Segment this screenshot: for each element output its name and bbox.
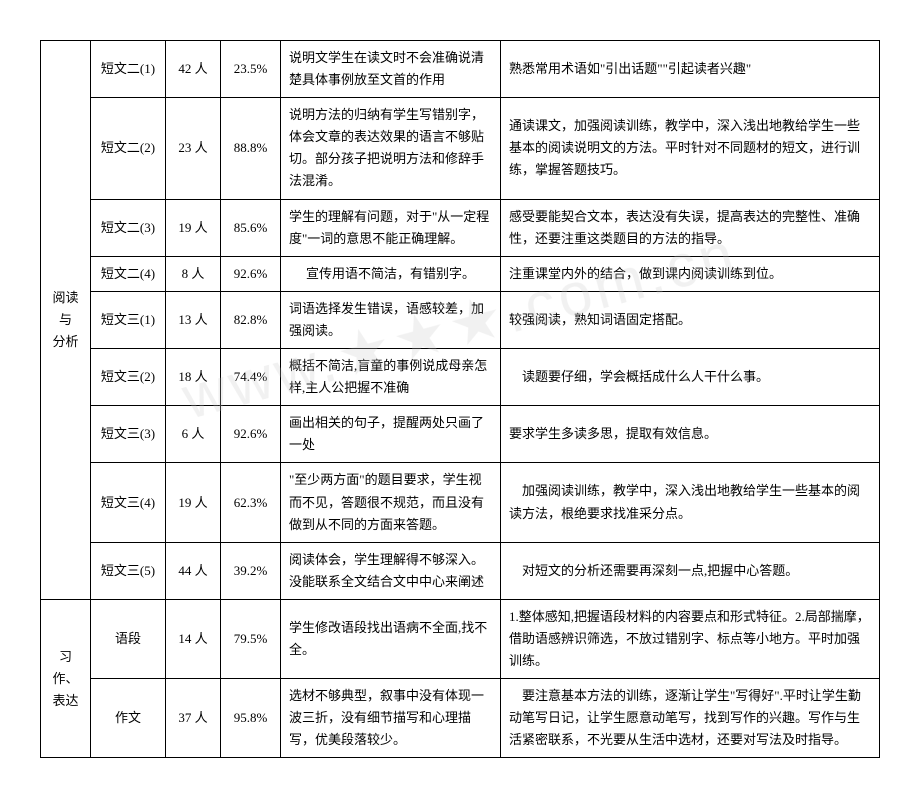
table-row: 短文三(5)44 人39.2%阅读体会，学生理解得不够深入。没能联系全文结合文中… [41, 542, 880, 599]
item-cell: 短文二(4) [91, 256, 166, 291]
desc-cell: 说明方法的归纳有学生写错别字，体会文章的表达效果的语言不够贴切。部分孩子把说明方… [281, 98, 501, 199]
percent-cell: 92.6% [221, 256, 281, 291]
desc-cell: 概括不简洁,盲童的事例说成母亲怎样,主人公把握不准确 [281, 349, 501, 406]
count-cell: 6 人 [166, 406, 221, 463]
count-cell: 8 人 [166, 256, 221, 291]
table-row: 作文37 人95.8%选材不够典型，叙事中没有体现一波三折，没有细节描写和心理描… [41, 679, 880, 758]
note-cell: 1.整体感知,把握语段材料的内容要点和形式特征。2.局部揣摩，借助语感辨识筛选，… [501, 599, 880, 678]
table-row: 短文三(3)6 人92.6%画出相关的句子，提醒两处只画了一处要求学生多读多思，… [41, 406, 880, 463]
table-row: 阅读与分析短文二(1)42 人23.5%说明文学生在读文时不会准确说清楚具体事例… [41, 41, 880, 98]
count-cell: 13 人 [166, 291, 221, 348]
percent-cell: 39.2% [221, 542, 281, 599]
percent-cell: 82.8% [221, 291, 281, 348]
item-cell: 短文三(2) [91, 349, 166, 406]
note-cell: 对短文的分析还需要再深刻一点,把握中心答题。 [501, 542, 880, 599]
desc-cell: "至少两方面"的题目要求，学生视而不见，答题很不规范，而且没有做到从不同的方面来… [281, 463, 501, 542]
percent-cell: 92.6% [221, 406, 281, 463]
table-row: 短文二(2)23 人88.8%说明方法的归纳有学生写错别字，体会文章的表达效果的… [41, 98, 880, 199]
item-cell: 短文二(3) [91, 199, 166, 256]
item-cell: 短文二(1) [91, 41, 166, 98]
table-row: 短文三(1)13 人82.8%词语选择发生错误，语感较差，加强阅读。较强阅读，熟… [41, 291, 880, 348]
item-cell: 短文三(4) [91, 463, 166, 542]
note-cell: 注重课堂内外的结合，做到课内阅读训练到位。 [501, 256, 880, 291]
item-cell: 短文三(5) [91, 542, 166, 599]
percent-cell: 74.4% [221, 349, 281, 406]
count-cell: 18 人 [166, 349, 221, 406]
item-cell: 作文 [91, 679, 166, 758]
percent-cell: 62.3% [221, 463, 281, 542]
note-cell: 加强阅读训练，教学中，深入浅出地教给学生一些基本的阅读方法，根绝要求找准采分点。 [501, 463, 880, 542]
desc-cell: 宣传用语不简洁，有错别字。 [281, 256, 501, 291]
count-cell: 42 人 [166, 41, 221, 98]
table-row: 短文三(4)19 人62.3%"至少两方面"的题目要求，学生视而不见，答题很不规… [41, 463, 880, 542]
note-cell: 较强阅读，熟知词语固定搭配。 [501, 291, 880, 348]
note-cell: 要注意基本方法的训练，逐渐让学生"写得好".平时让学生勤动笔写日记，让学生愿意动… [501, 679, 880, 758]
item-cell: 语段 [91, 599, 166, 678]
count-cell: 37 人 [166, 679, 221, 758]
category-reading: 阅读与分析 [41, 41, 91, 600]
category-writing: 习作、表达 [41, 599, 91, 758]
table-row: 习作、表达语段14 人79.5%学生修改语段找出语病不全面,找不全。1.整体感知… [41, 599, 880, 678]
percent-cell: 88.8% [221, 98, 281, 199]
note-cell: 要求学生多读多思，提取有效信息。 [501, 406, 880, 463]
note-cell: 读题要仔细，学会概括成什么人干什么事。 [501, 349, 880, 406]
item-cell: 短文二(2) [91, 98, 166, 199]
item-cell: 短文三(1) [91, 291, 166, 348]
desc-cell: 画出相关的句子，提醒两处只画了一处 [281, 406, 501, 463]
count-cell: 23 人 [166, 98, 221, 199]
percent-cell: 85.6% [221, 199, 281, 256]
table-row: 短文三(2)18 人74.4%概括不简洁,盲童的事例说成母亲怎样,主人公把握不准… [41, 349, 880, 406]
item-cell: 短文三(3) [91, 406, 166, 463]
count-cell: 19 人 [166, 463, 221, 542]
count-cell: 44 人 [166, 542, 221, 599]
percent-cell: 79.5% [221, 599, 281, 678]
desc-cell: 选材不够典型，叙事中没有体现一波三折，没有细节描写和心理描写，优美段落较少。 [281, 679, 501, 758]
table-row: 短文二(4)8 人92.6%宣传用语不简洁，有错别字。注重课堂内外的结合，做到课… [41, 256, 880, 291]
desc-cell: 阅读体会，学生理解得不够深入。没能联系全文结合文中中心来阐述 [281, 542, 501, 599]
count-cell: 14 人 [166, 599, 221, 678]
percent-cell: 23.5% [221, 41, 281, 98]
table-row: 短文二(3)19 人85.6%学生的理解有问题，对于"从一定程度"一词的意思不能… [41, 199, 880, 256]
desc-cell: 学生的理解有问题，对于"从一定程度"一词的意思不能正确理解。 [281, 199, 501, 256]
count-cell: 19 人 [166, 199, 221, 256]
desc-cell: 学生修改语段找出语病不全面,找不全。 [281, 599, 501, 678]
percent-cell: 95.8% [221, 679, 281, 758]
desc-cell: 词语选择发生错误，语感较差，加强阅读。 [281, 291, 501, 348]
note-cell: 通读课文，加强阅读训练，教学中，深入浅出地教给学生一些基本的阅读说明文的方法。平… [501, 98, 880, 199]
desc-cell: 说明文学生在读文时不会准确说清楚具体事例放至文首的作用 [281, 41, 501, 98]
note-cell: 熟悉常用术语如"引出话题""引起读者兴趣" [501, 41, 880, 98]
note-cell: 感受要能契合文本，表达没有失误，提高表达的完整性、准确性，还要注重这类题目的方法… [501, 199, 880, 256]
